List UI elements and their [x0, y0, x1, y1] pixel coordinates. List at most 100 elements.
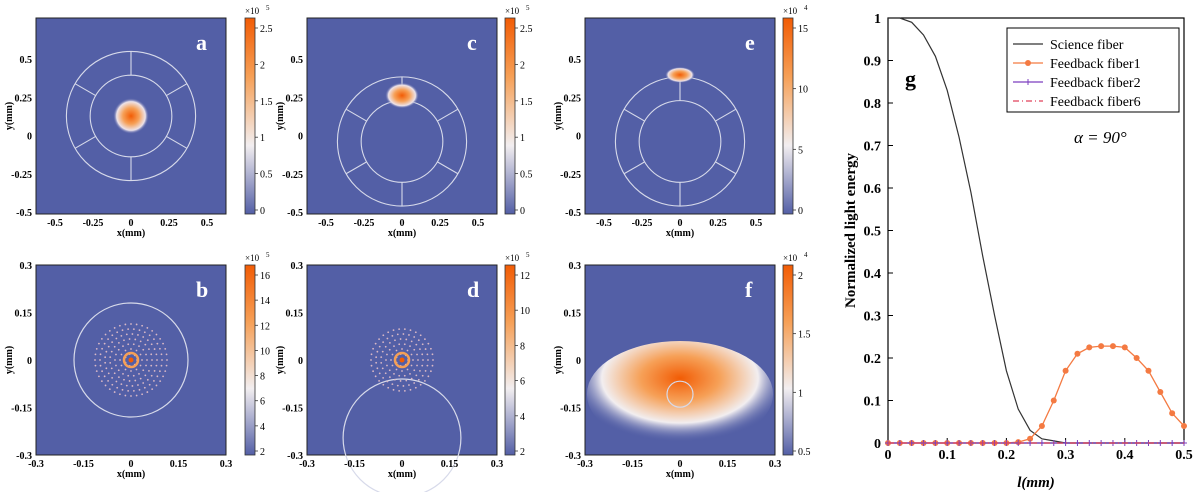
- y-tick-label: 0.7: [864, 140, 882, 155]
- colorbar-tick-label: 0.5: [260, 170, 273, 181]
- diffraction-dot: [382, 341, 385, 344]
- diffraction-dot: [107, 338, 109, 341]
- y-tick-label: -0.15: [282, 404, 303, 415]
- diffraction-dot: [117, 341, 120, 344]
- diffraction-dot: [419, 383, 422, 386]
- diffraction-dot: [386, 353, 388, 356]
- x-tick-label: 0.3: [491, 459, 504, 470]
- diffraction-dot: [396, 333, 399, 336]
- diffraction-dot: [139, 353, 142, 356]
- y-axis-label: y(mm): [275, 346, 286, 374]
- diffraction-dot: [145, 364, 147, 367]
- diffraction-dot: [396, 384, 399, 387]
- colorbar-tick-label: 8: [520, 341, 525, 352]
- diffraction-dot: [138, 345, 140, 348]
- colorbar-tick-label: 15: [798, 24, 808, 35]
- colorbar-tick-label: 2: [798, 271, 803, 282]
- diffraction-dot: [405, 338, 408, 341]
- diffraction-dot: [111, 383, 114, 386]
- diffraction-dot: [372, 370, 374, 373]
- colorbar-tick-label: 10: [798, 85, 808, 96]
- spot-ring: [393, 351, 411, 369]
- diffraction-dot: [388, 341, 391, 344]
- ring-segment-divider: [715, 108, 737, 122]
- diffraction-dot: [378, 338, 380, 341]
- data-point: [1181, 423, 1187, 429]
- y-tick-label: -0.3: [16, 451, 32, 462]
- diffraction-dot: [144, 374, 147, 377]
- colorbar-tick-label: 1.5: [798, 330, 811, 341]
- diffraction-dot: [374, 342, 377, 345]
- y-tick-label: 0.8: [864, 97, 882, 112]
- heatmap-panel-f: f -0.3 -0.15 0 0.15 0.3 x(mm) 0.3 0.15 0 -0.15 -0.3…: [553, 251, 811, 480]
- diffraction-dot: [118, 324, 121, 327]
- x-tick-label: 0.25: [431, 218, 449, 229]
- diffraction-dot: [374, 375, 377, 378]
- panel-label: f: [745, 277, 753, 302]
- diffraction-dot: [115, 364, 117, 367]
- y-axis-label: y(mm): [553, 102, 564, 130]
- x-tick-label: -0.3: [28, 459, 44, 470]
- diffraction-dot: [409, 345, 411, 348]
- colorbar-tick-label: 12: [260, 321, 270, 332]
- y-tick-label: -0.5: [16, 208, 32, 219]
- colorbar: [782, 264, 794, 456]
- diffraction-dot: [130, 323, 132, 325]
- colorbar-tick-label: 0: [798, 206, 803, 217]
- colorbar-tick-label: 2: [520, 60, 525, 71]
- diffraction-dot: [121, 329, 124, 332]
- diffraction-dot: [146, 339, 149, 342]
- diffraction-dot: [109, 361, 112, 364]
- x-axis-label: x(mm): [666, 469, 694, 480]
- diffraction-dot: [98, 375, 100, 378]
- x-axis-label: x(mm): [117, 469, 145, 480]
- diffraction-dot: [403, 374, 406, 377]
- diffraction-dot: [122, 372, 124, 375]
- diffraction-dot: [408, 384, 410, 386]
- data-point: [1086, 344, 1093, 351]
- y-axis-label: y(mm): [4, 102, 15, 130]
- diffraction-dot: [421, 374, 424, 377]
- colorbar-tick-label: 2: [260, 60, 265, 71]
- diffraction-dot: [107, 372, 110, 375]
- diffraction-dot: [165, 353, 168, 356]
- diffraction-dot: [386, 337, 389, 340]
- y-tick-label: -0.15: [560, 404, 581, 415]
- diffraction-dot: [148, 334, 151, 337]
- data-point: [1062, 440, 1069, 446]
- diffraction-dot: [162, 375, 164, 378]
- diffraction-dot: [398, 343, 401, 346]
- x-tick-label: 0.5: [750, 218, 763, 229]
- diffraction-dot: [104, 361, 107, 364]
- x-tick-label: 0.15: [719, 459, 737, 470]
- y-tick-label: 0.3: [569, 261, 582, 272]
- diffraction-dot: [386, 380, 389, 383]
- legend: Science fiber Feedback fiber1 Feedback fib…: [1006, 27, 1180, 113]
- heatmap-panel-d: d -0.3 -0.15 0 0.15 0.3 x(mm) 0.3 0.15 0 -0.15 -0.3…: [275, 251, 530, 492]
- colorbar: [244, 264, 256, 456]
- y-tick-label: -0.5: [565, 208, 581, 219]
- colorbar-tick-label: 1: [798, 388, 803, 399]
- fiber-outline: [666, 380, 694, 408]
- diffraction-dot: [421, 364, 424, 367]
- colorbar-exponent-power: 5: [266, 4, 270, 12]
- diffraction-dot: [432, 359, 434, 361]
- diffraction-dot: [94, 353, 97, 356]
- x-tick-label: 0: [400, 218, 405, 229]
- diffraction-dot: [413, 348, 416, 351]
- colorbar-tick-label: 0.5: [798, 447, 811, 458]
- diffraction-dot: [135, 349, 138, 352]
- y-tick-label: -0.15: [11, 404, 32, 415]
- x-tick-label: 0.15: [170, 459, 188, 470]
- x-tick-label: 0.25: [709, 218, 727, 229]
- diffraction-dot: [380, 356, 383, 359]
- diffraction-dot: [127, 374, 130, 377]
- y-axis-label: y(mm): [275, 102, 286, 130]
- panel-label: d: [467, 277, 479, 302]
- legend-box: [1006, 27, 1180, 113]
- colorbar-tick-label: 4: [520, 412, 525, 423]
- diffraction-dot: [100, 380, 103, 383]
- diffraction-dot: [139, 377, 142, 380]
- diffraction-dot: [113, 345, 116, 348]
- diffraction-dot: [120, 383, 123, 386]
